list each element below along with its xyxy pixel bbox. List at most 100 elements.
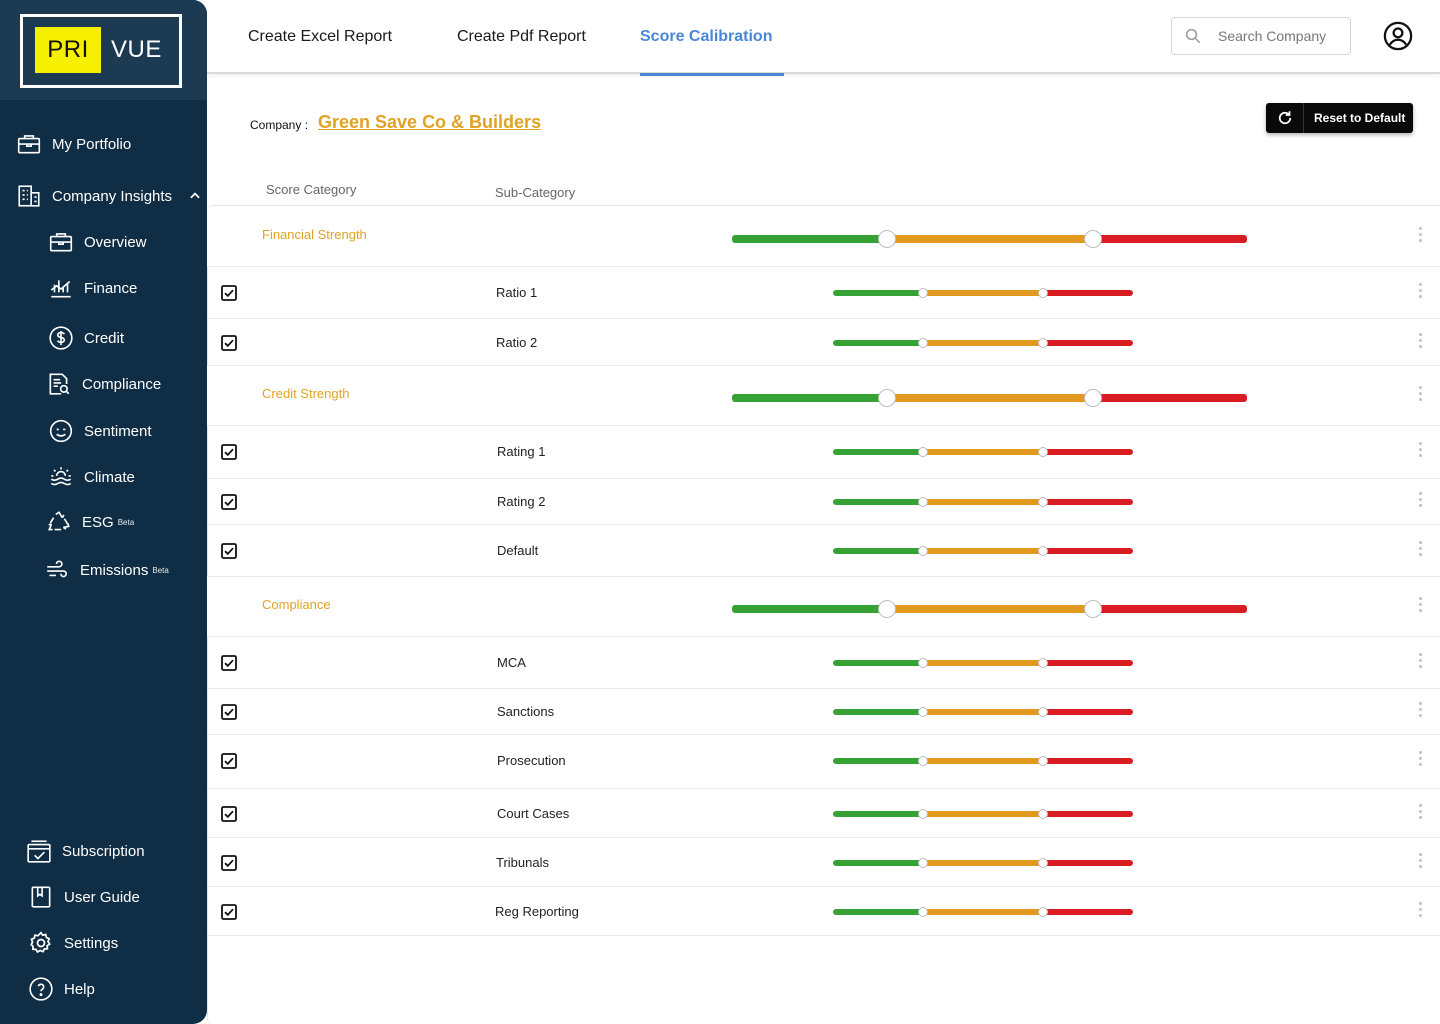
include-checkbox[interactable] [221, 335, 237, 351]
high-threshold-handle[interactable] [1038, 288, 1048, 298]
high-threshold-handle[interactable] [1038, 809, 1048, 819]
low-threshold-handle[interactable] [918, 288, 928, 298]
high-threshold-handle[interactable] [1083, 389, 1102, 407]
low-threshold-handle[interactable] [918, 707, 928, 717]
sidebar-item-subscription[interactable]: Subscription [26, 838, 145, 864]
more-options-icon[interactable] [1416, 902, 1424, 922]
low-threshold-handle[interactable] [918, 809, 928, 819]
reset-to-default-button[interactable]: Reset to Default [1266, 103, 1413, 133]
threshold-slider[interactable] [833, 858, 1133, 868]
company-name-link[interactable]: Green Save Co & Builders [318, 112, 542, 132]
more-options-icon[interactable] [1416, 597, 1424, 617]
search-icon [1185, 28, 1201, 44]
more-options-icon[interactable] [1416, 853, 1424, 873]
include-checkbox[interactable] [221, 655, 237, 671]
more-options-icon[interactable] [1416, 227, 1424, 247]
sidebar: PRI VUE My Portfolio Company Insights Ov… [0, 0, 207, 1024]
sub-category-row: MCA [207, 637, 1440, 689]
sidebar-item-credit[interactable]: Credit [48, 325, 124, 351]
low-threshold-handle[interactable] [877, 230, 896, 248]
search-input[interactable] [1218, 28, 1338, 44]
threshold-slider[interactable] [833, 288, 1133, 298]
sidebar-item-emissions[interactable]: Emissions Beta [44, 557, 169, 583]
more-options-icon[interactable] [1416, 804, 1424, 824]
low-threshold-handle[interactable] [918, 338, 928, 348]
more-options-icon[interactable] [1416, 702, 1424, 722]
high-threshold-handle[interactable] [1038, 658, 1048, 668]
profile-icon[interactable] [1383, 21, 1413, 51]
low-threshold-handle[interactable] [918, 658, 928, 668]
low-threshold-handle[interactable] [918, 497, 928, 507]
chevron-up-icon[interactable] [188, 189, 202, 203]
sidebar-item-climate[interactable]: Climate [48, 464, 135, 490]
include-checkbox[interactable] [221, 494, 237, 510]
include-checkbox[interactable] [221, 806, 237, 822]
sidebar-item-sentiment[interactable]: Sentiment [48, 418, 152, 444]
sidebar-item-esg[interactable]: ESG Beta [46, 509, 134, 535]
sidebar-item-my-portfolio[interactable]: My Portfolio [16, 131, 131, 157]
sidebar-item-label: My Portfolio [52, 135, 132, 153]
low-threshold-handle[interactable] [877, 389, 896, 407]
sidebar-item-overview[interactable]: Overview [48, 229, 147, 255]
high-threshold-handle[interactable] [1038, 707, 1048, 717]
include-checkbox[interactable] [221, 444, 237, 460]
more-options-icon[interactable] [1416, 751, 1424, 771]
high-threshold-handle[interactable] [1038, 447, 1048, 457]
include-checkbox[interactable] [221, 285, 237, 301]
refresh-icon [1266, 103, 1304, 133]
more-options-icon[interactable] [1416, 492, 1424, 512]
include-checkbox[interactable] [221, 855, 237, 871]
low-threshold-handle[interactable] [918, 756, 928, 766]
sidebar-item-company-insights[interactable]: Company Insights [16, 183, 202, 209]
threshold-slider[interactable] [732, 600, 1247, 618]
include-checkbox[interactable] [221, 704, 237, 720]
red-zone [1092, 235, 1247, 243]
more-options-icon[interactable] [1416, 333, 1424, 353]
more-options-icon[interactable] [1416, 541, 1424, 561]
threshold-slider[interactable] [732, 389, 1247, 407]
sidebar-item-label: User Guide [64, 888, 140, 906]
threshold-slider[interactable] [833, 447, 1133, 457]
low-threshold-handle[interactable] [918, 907, 928, 917]
high-threshold-handle[interactable] [1038, 546, 1048, 556]
low-threshold-handle[interactable] [918, 546, 928, 556]
tab-create-excel-report[interactable]: Create Excel Report [248, 28, 393, 45]
high-threshold-handle[interactable] [1083, 230, 1102, 248]
low-threshold-handle[interactable] [877, 600, 896, 618]
logo[interactable]: PRI VUE [20, 14, 182, 88]
low-threshold-handle[interactable] [918, 858, 928, 868]
threshold-slider[interactable] [833, 809, 1133, 819]
orange-zone [923, 449, 1043, 455]
tab-score-calibration[interactable]: Score Calibration [640, 0, 786, 76]
smiley-icon [49, 419, 73, 443]
high-threshold-handle[interactable] [1083, 600, 1102, 618]
high-threshold-handle[interactable] [1038, 338, 1048, 348]
threshold-slider[interactable] [833, 707, 1133, 717]
more-options-icon[interactable] [1416, 653, 1424, 673]
threshold-slider[interactable] [732, 230, 1247, 248]
low-threshold-handle[interactable] [918, 447, 928, 457]
more-options-icon[interactable] [1416, 442, 1424, 462]
high-threshold-handle[interactable] [1038, 907, 1048, 917]
sidebar-item-compliance[interactable]: Compliance [46, 371, 161, 397]
red-zone [1043, 811, 1133, 817]
more-options-icon[interactable] [1416, 283, 1424, 303]
high-threshold-handle[interactable] [1038, 858, 1048, 868]
high-threshold-handle[interactable] [1038, 497, 1048, 507]
threshold-slider[interactable] [833, 497, 1133, 507]
threshold-slider[interactable] [833, 658, 1133, 668]
sidebar-item-help[interactable]: Help [28, 976, 95, 1002]
sidebar-item-finance[interactable]: Finance [48, 275, 137, 301]
threshold-slider[interactable] [833, 907, 1133, 917]
high-threshold-handle[interactable] [1038, 756, 1048, 766]
sidebar-item-settings[interactable]: Settings [28, 930, 118, 956]
tab-create-pdf-report[interactable]: Create Pdf Report [457, 28, 586, 45]
include-checkbox[interactable] [221, 753, 237, 769]
threshold-slider[interactable] [833, 338, 1133, 348]
include-checkbox[interactable] [221, 904, 237, 920]
threshold-slider[interactable] [833, 546, 1133, 556]
threshold-slider[interactable] [833, 756, 1133, 766]
more-options-icon[interactable] [1416, 386, 1424, 406]
sidebar-item-user-guide[interactable]: User Guide [28, 884, 140, 910]
include-checkbox[interactable] [221, 543, 237, 559]
